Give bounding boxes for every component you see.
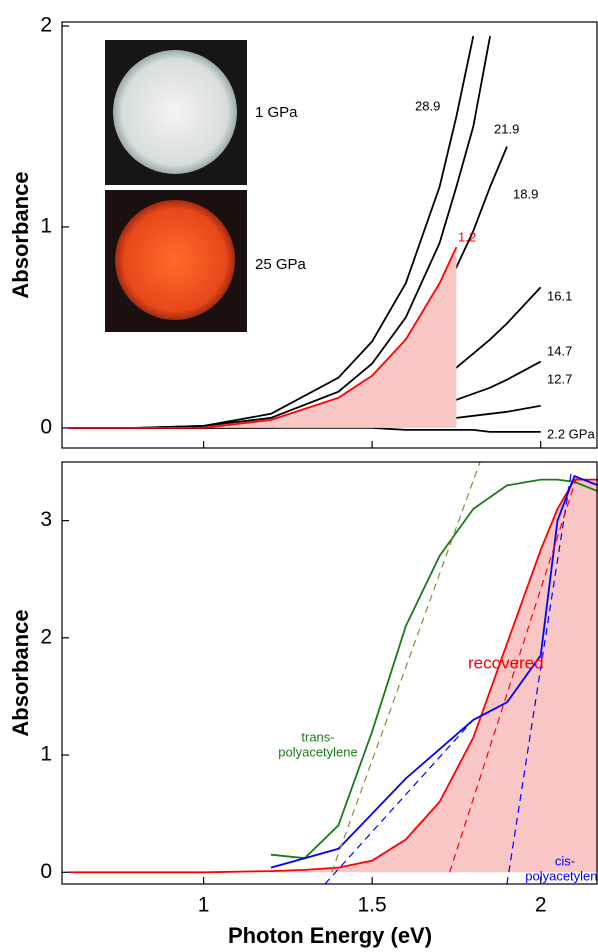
series-label: trans- xyxy=(301,729,334,744)
y-tick-label: 2 xyxy=(40,625,52,648)
inset-photo-2 xyxy=(105,190,247,332)
series-line xyxy=(270,478,598,860)
series-line xyxy=(68,35,475,429)
series-label: 21.9 xyxy=(494,121,519,136)
y-axis-label: Absorbance xyxy=(8,609,33,736)
inset-photo-1 xyxy=(105,40,247,185)
plot-area xyxy=(68,35,542,433)
plot-frame xyxy=(61,21,598,449)
plot-area xyxy=(68,462,598,884)
y-tick-label: 0 xyxy=(40,415,52,438)
series-label: 2.2 GPa xyxy=(547,426,595,441)
series-line xyxy=(68,246,458,429)
series-label: cis- xyxy=(555,853,575,868)
series-label: 18.9 xyxy=(513,186,538,201)
tangent-line xyxy=(331,462,481,873)
tangent-line xyxy=(324,719,474,884)
tangent-line xyxy=(449,473,579,873)
series-label: 14.7 xyxy=(547,343,572,358)
series-label: polyacetylene xyxy=(525,868,598,883)
annotation: 1 GPa xyxy=(255,104,298,121)
area-fill xyxy=(68,247,457,428)
series-line xyxy=(68,478,598,874)
tangent-line xyxy=(506,473,572,884)
y-tick-label: 3 xyxy=(40,508,52,531)
annotation: 25 GPa xyxy=(255,256,307,273)
x-axis-label: Photon Energy (eV) xyxy=(228,923,432,948)
series-label: 28.9 xyxy=(415,98,440,113)
y-tick-label: 1 xyxy=(40,215,52,238)
series-line xyxy=(270,474,598,869)
y-tick-label: 0 xyxy=(40,860,52,883)
series-label: 16.1 xyxy=(547,288,572,303)
series-label: 12.7 xyxy=(547,371,572,386)
series-label: polyacetylene xyxy=(278,744,358,759)
x-tick-label: 1 xyxy=(198,894,210,917)
series-label: 1.2 xyxy=(458,229,476,244)
x-tick-label: 1.5 xyxy=(358,894,387,917)
y-axis-label: Absorbance xyxy=(8,171,33,298)
y-tick-label: 1 xyxy=(40,743,52,766)
series-label: recovered xyxy=(468,653,544,672)
plot-frame xyxy=(61,461,598,885)
y-tick-label: 2 xyxy=(40,14,52,37)
area-fill xyxy=(68,479,598,873)
x-tick-label: 2 xyxy=(535,894,547,917)
